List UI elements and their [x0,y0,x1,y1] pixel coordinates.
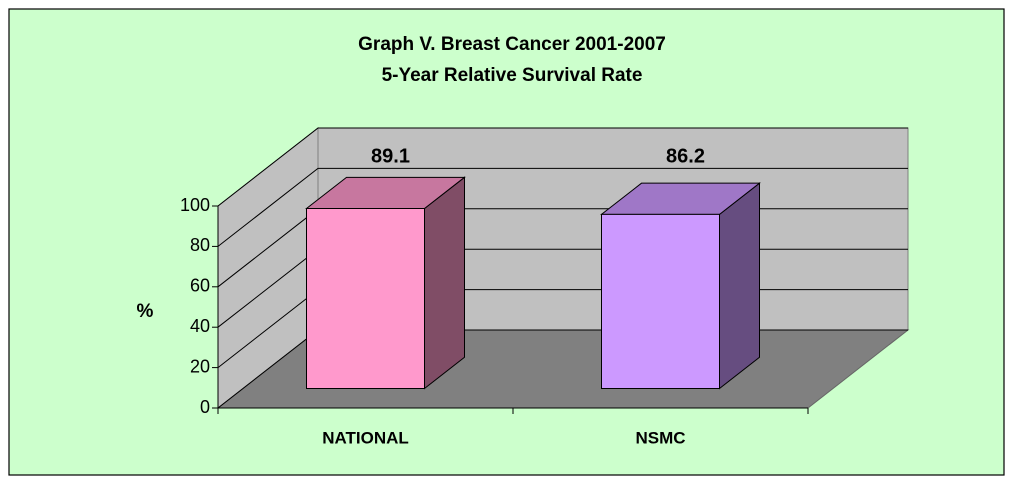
y-tick-label: 100 [180,195,210,215]
bar-side [424,176,465,390]
y-tick-label: 80 [190,235,210,255]
grid-line [217,167,908,247]
x-tick-label: NATIONAL [322,428,409,447]
bar [601,213,720,389]
y-tick-label: 20 [190,356,210,376]
plot: 0 20 40 60 80 100 89.1 NATIONAL 86.2 NSMC [180,126,910,447]
y-tick-label: 60 [190,276,210,296]
x-tick-label: NSMC [635,428,685,447]
chart-subtitle: 5-Year Relative Survival Rate [382,65,643,86]
y-axis-label: % [137,301,154,322]
y-tick-label: 0 [200,397,210,417]
bar-side [719,182,760,390]
y-tick-label: 40 [190,316,210,336]
data-label: 86.2 [666,145,705,167]
grid-line [217,127,908,207]
bar [306,208,425,389]
chart-title: Graph V. Breast Cancer 2001-2007 [358,34,666,55]
data-label: 89.1 [371,145,410,167]
